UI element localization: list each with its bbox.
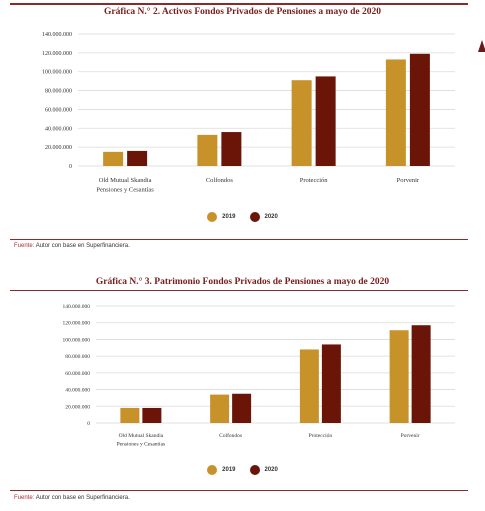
x-category-label: Pensiones y Cesantías [117, 442, 166, 448]
legend-item-2019: 2019 [207, 212, 236, 222]
y-tick-label: 120.000.000 [42, 51, 72, 57]
bar-2019 [389, 330, 409, 423]
bar-2020 [315, 76, 336, 166]
y-tick-label: 140.000.000 [42, 32, 72, 38]
chart1: 0 20.000.000 40.000.000 60.000.000 80.000.00… [0, 24, 485, 194]
legend-label-2020: 2020 [264, 467, 278, 473]
y-tick-label: 60.000.000 [45, 107, 72, 113]
legend-label-2020: 2020 [264, 214, 278, 220]
x-category-label: Protección [309, 433, 333, 439]
chart2-title-rule [10, 290, 468, 291]
x-category-label: Colfondos [206, 177, 234, 184]
x-category-label: Porvenir [397, 177, 420, 184]
y-tick-label: 20.000.000 [45, 145, 72, 151]
x-category-label: Pensiones y Cesantías [96, 187, 154, 194]
y-tick-label: 100.000.000 [42, 70, 72, 76]
y-tick-label: 20.000.000 [65, 404, 90, 410]
bar-2020 [127, 150, 148, 166]
chart2-source-text: Autor con base en Superfinanciera. [35, 495, 130, 501]
x-category-label: Porvenir [401, 433, 420, 439]
chart2-source: Fuente: Autor con base en Superfinancier… [14, 495, 130, 501]
y-tick-label: 80.000.000 [65, 354, 90, 360]
bar-2019 [299, 349, 319, 423]
chart2-svg: 0 20.000.000 40.000.000 60.000.000 80.000.00… [63, 304, 455, 448]
chart1-bottom-rule [10, 239, 468, 240]
y-tick-label: 140.000.000 [63, 304, 91, 310]
chart2-legend: 2019 2020 [0, 465, 485, 475]
bar-2019 [385, 59, 406, 167]
bar-2019 [210, 394, 230, 423]
bar-2019 [120, 407, 140, 423]
y-tick-label: 0 [69, 164, 72, 170]
y-tick-label: 40.000.000 [45, 126, 72, 132]
x-category-label: Old Mutual Skandia [99, 177, 152, 184]
x-category-label: Colfondos [219, 432, 242, 439]
chart1-legend: 2019 2020 [0, 212, 485, 222]
chart2-source-label: Fuente: [14, 495, 35, 501]
bar-2020 [411, 325, 431, 423]
bar-2019 [103, 151, 124, 166]
legend-swatch-2019 [207, 465, 218, 475]
page-corner-mark [478, 40, 485, 52]
legend-item-2020: 2020 [249, 465, 278, 475]
legend-swatch-2020 [249, 465, 260, 475]
legend-swatch-2019 [207, 212, 218, 222]
chart1-source-label: Fuente: [14, 243, 35, 249]
bar-2020 [221, 132, 242, 166]
y-tick-label: 80.000.000 [45, 89, 72, 95]
legend-label-2019: 2019 [222, 214, 236, 220]
bar-2019 [197, 134, 218, 166]
bar-2019 [291, 80, 312, 166]
chart1-title: Gráfica N.° 2. Activos Fondos Privados d… [104, 7, 381, 17]
chart1-svg: 0 20.000.000 40.000.000 60.000.000 80.000.00… [42, 32, 455, 194]
legend-item-2019: 2019 [207, 465, 236, 475]
legend-swatch-2020 [249, 212, 260, 222]
bar-2020 [232, 393, 252, 423]
y-tick-label: 40.000.000 [65, 388, 90, 394]
y-tick-label: 100.000.000 [63, 337, 91, 343]
bar-2020 [321, 344, 341, 423]
y-tick-label: 0 [87, 421, 90, 427]
x-category-label: Protección [300, 177, 329, 184]
chart2-bottom-rule [10, 490, 468, 491]
chart2: 0 20.000.000 40.000.000 60.000.000 80.000.00… [0, 295, 485, 455]
x-category-label: Old Mutual Skandia [119, 433, 164, 439]
legend-label-2019: 2019 [222, 467, 236, 473]
top-rule [10, 3, 468, 5]
y-tick-label: 60.000.000 [65, 371, 90, 377]
legend-item-2020: 2020 [249, 212, 278, 222]
chart2-title: Gráfica N.° 3. Patrimonio Fondos Privado… [95, 277, 390, 287]
bar-2020 [409, 53, 430, 166]
chart1-source-text: Autor con base en Superfinanciera. [35, 243, 130, 249]
chart1-source: Fuente: Autor con base en Superfinancier… [14, 243, 130, 249]
bar-2020 [142, 407, 162, 423]
y-tick-label: 120.000.000 [63, 321, 91, 327]
